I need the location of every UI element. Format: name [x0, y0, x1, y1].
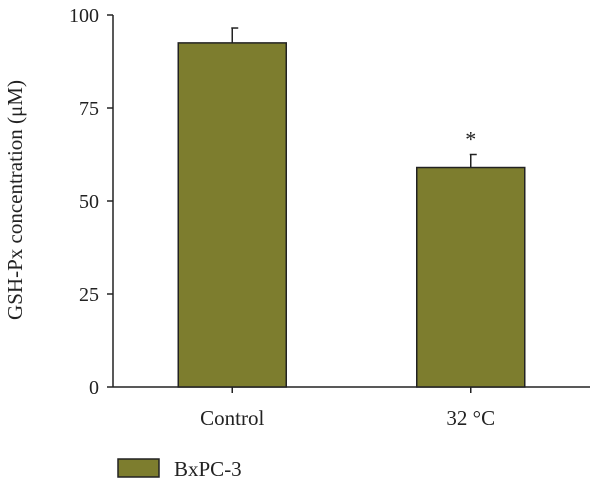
- bar: [177, 42, 287, 388]
- x-tick-label: 32 °C: [446, 406, 495, 430]
- y-tick-label: 100: [69, 5, 99, 27]
- y-tick-label: 50: [79, 191, 99, 213]
- significance-marker: *: [465, 127, 476, 152]
- y-axis: 0 25 50 75 100: [69, 5, 114, 399]
- legend-label: BxPC-3: [174, 457, 242, 481]
- legend: BxPC-3: [117, 457, 242, 481]
- x-tick-label: Control: [200, 406, 264, 430]
- y-tick-label: 75: [79, 98, 99, 120]
- x-axis: Control 32 °C: [113, 386, 590, 430]
- legend-swatch: [117, 458, 160, 478]
- y-axis-label: GSH-Px concentration (μM): [3, 80, 27, 320]
- y-tick-label: 0: [89, 377, 99, 399]
- y-tick-label: 25: [79, 284, 99, 306]
- bar: [416, 166, 526, 388]
- bars: *: [177, 27, 526, 388]
